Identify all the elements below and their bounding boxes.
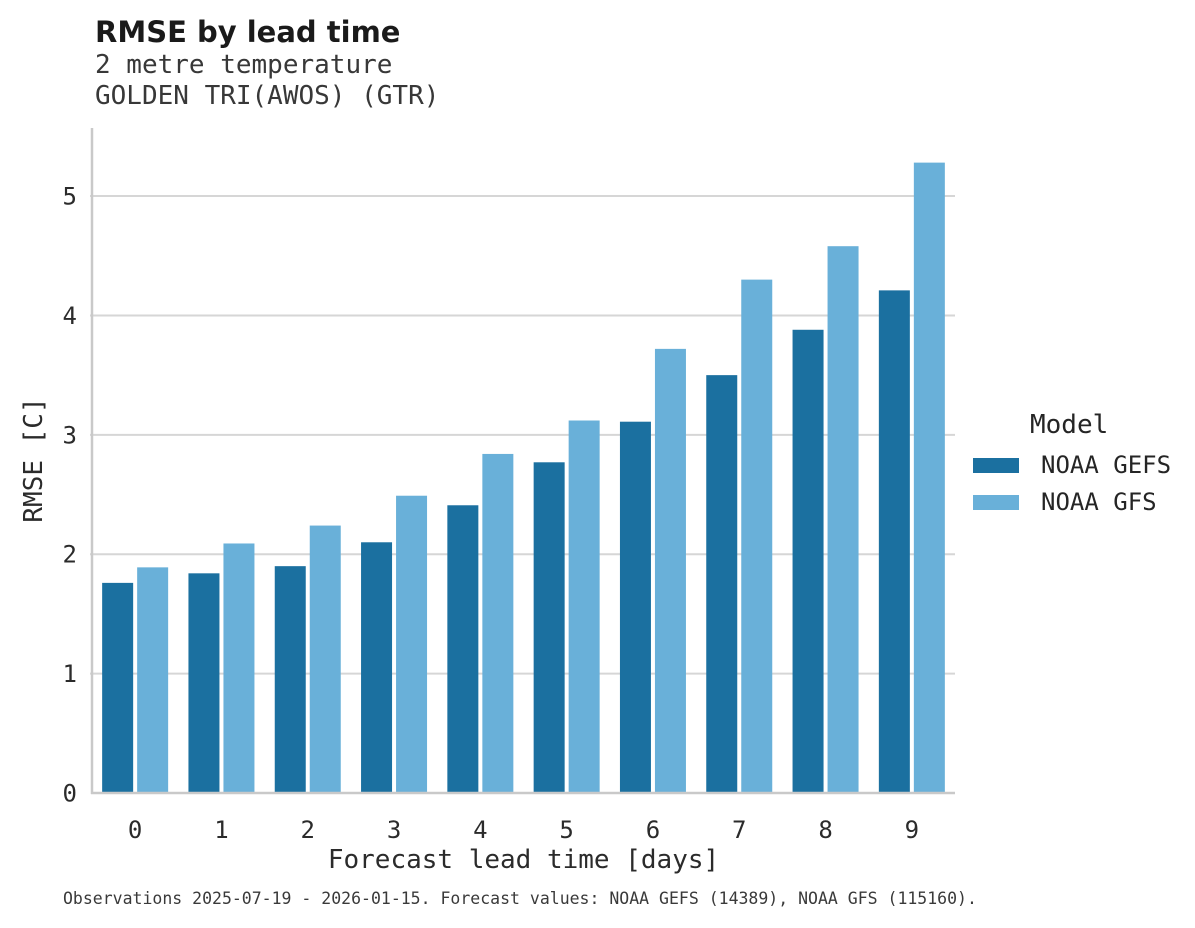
chart-subtitle-variable: 2 metre temperature (95, 50, 393, 80)
x-tick-label-3: 3 (387, 816, 401, 844)
bar-gefs-lead4 (447, 505, 479, 793)
legend-item-gfs: NOAA GFS (973, 488, 1171, 516)
bar-gefs-lead9 (878, 290, 910, 793)
bar-gfs-lead6 (654, 348, 686, 793)
x-tick-label-2: 2 (301, 816, 315, 844)
bar-gefs-lead8 (792, 329, 824, 793)
gefs-color-swatch (973, 457, 1019, 473)
bar-gefs-lead2 (274, 566, 306, 793)
bar-gfs-lead8 (827, 246, 859, 794)
y-tick-label-2: 2 (63, 541, 77, 569)
x-axis-title: Forecast lead time [days] (327, 845, 720, 875)
y-axis-title: RMSE [C] (19, 397, 49, 523)
bar-gfs-lead2 (309, 525, 341, 793)
legend-title: Model (1030, 410, 1109, 440)
bar-gefs-lead5 (533, 462, 565, 793)
bar-gfs-lead4 (482, 453, 514, 793)
y-tick-label-5: 5 (63, 183, 77, 211)
gfs-color-swatch (973, 494, 1019, 510)
legend-label-gefs: NOAA GEFS (1041, 451, 1172, 479)
bar-gfs-lead0 (137, 567, 169, 793)
y-tick-label-1: 1 (63, 660, 77, 688)
bar-gefs-lead6 (619, 421, 651, 793)
bar-gefs-lead7 (706, 375, 738, 793)
bar-gfs-lead5 (568, 420, 600, 793)
x-tick-label-6: 6 (646, 816, 660, 844)
bar-gefs-lead0 (102, 582, 134, 793)
y-tick-label-4: 4 (63, 302, 77, 330)
x-tick-label-4: 4 (473, 816, 487, 844)
bar-gefs-lead3 (361, 542, 393, 793)
bar-gfs-lead9 (913, 162, 945, 793)
chart-title: RMSE by lead time (95, 15, 401, 49)
y-tick-label-3: 3 (63, 421, 77, 449)
bar-gfs-lead1 (223, 543, 255, 793)
chart-subtitle-station: GOLDEN TRI(AWOS) (GTR) (95, 81, 440, 111)
chart-header: RMSE by lead time 2 metre temperature GO… (95, 14, 439, 112)
y-tick-label-0: 0 (63, 780, 77, 808)
x-tick-label-5: 5 (559, 816, 573, 844)
legend-item-gefs: NOAA GEFS (973, 451, 1172, 479)
bar-gefs-lead1 (188, 573, 220, 793)
legend-label-gfs: NOAA GFS (1041, 488, 1157, 516)
x-tick-label-7: 7 (732, 816, 746, 844)
x-tick-label-9: 9 (905, 816, 919, 844)
bar-gfs-lead7 (741, 279, 773, 794)
x-tick-label-0: 0 (128, 816, 142, 844)
bar-gfs-lead3 (396, 495, 428, 793)
x-tick-label-8: 8 (818, 816, 832, 844)
legend: Model NOAA GEFS NOAA GFS (973, 410, 1172, 516)
x-tick-label-1: 1 (214, 816, 228, 844)
footer-caption: Observations 2025-07-19 - 2026-01-15. Fo… (63, 889, 977, 908)
